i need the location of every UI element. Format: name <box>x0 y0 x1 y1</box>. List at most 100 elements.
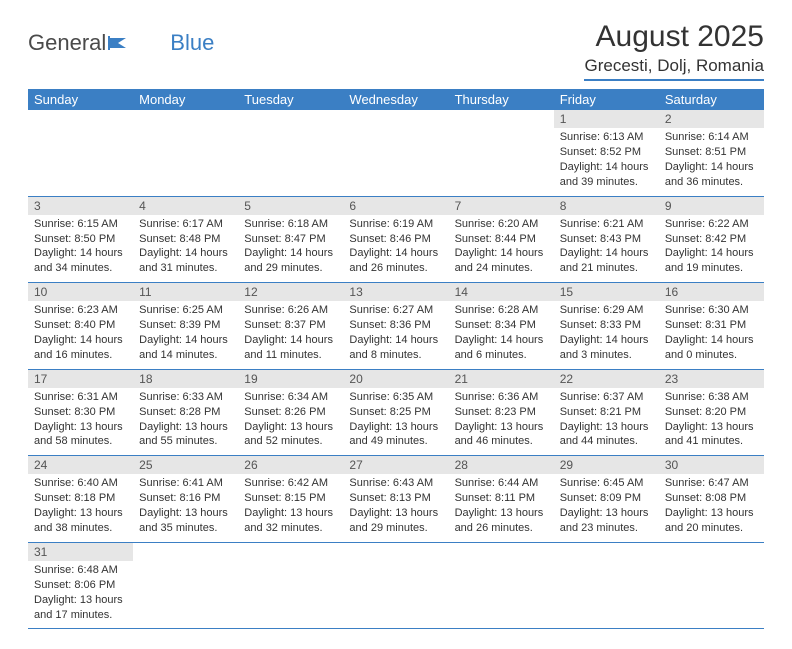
day-number: 9 <box>659 197 764 215</box>
day-number: 28 <box>449 456 554 474</box>
calendar-day-cell <box>238 110 343 196</box>
sunrise-line: Sunrise: 6:30 AM <box>665 303 758 318</box>
day-number: 23 <box>659 370 764 388</box>
daylight-line: Daylight: 13 hours and 20 minutes. <box>665 506 758 536</box>
calendar-day-cell <box>449 110 554 196</box>
logo: General Blue <box>28 20 214 56</box>
daylight-line: Daylight: 13 hours and 44 minutes. <box>560 420 653 450</box>
month-title: August 2025 <box>584 20 764 54</box>
calendar-day-cell: 25Sunrise: 6:41 AMSunset: 8:16 PMDayligh… <box>133 456 238 543</box>
logo-flag-icon <box>108 30 130 56</box>
sunrise-line: Sunrise: 6:34 AM <box>244 390 337 405</box>
calendar-day-cell: 17Sunrise: 6:31 AMSunset: 8:30 PMDayligh… <box>28 369 133 456</box>
sunset-line: Sunset: 8:44 PM <box>455 232 548 247</box>
calendar-day-cell <box>238 542 343 629</box>
calendar-day-cell <box>343 542 448 629</box>
logo-text-blue: Blue <box>170 30 214 56</box>
calendar-body: 1Sunrise: 6:13 AMSunset: 8:52 PMDaylight… <box>28 110 764 629</box>
weekday-header-row: Sunday Monday Tuesday Wednesday Thursday… <box>28 89 764 110</box>
day-number: 22 <box>554 370 659 388</box>
calendar-day-cell: 4Sunrise: 6:17 AMSunset: 8:48 PMDaylight… <box>133 196 238 283</box>
day-details: Sunrise: 6:31 AMSunset: 8:30 PMDaylight:… <box>28 388 133 455</box>
daylight-line: Daylight: 14 hours and 26 minutes. <box>349 246 442 276</box>
day-details: Sunrise: 6:17 AMSunset: 8:48 PMDaylight:… <box>133 215 238 282</box>
daylight-line: Daylight: 14 hours and 19 minutes. <box>665 246 758 276</box>
sunrise-line: Sunrise: 6:35 AM <box>349 390 442 405</box>
header: General Blue August 2025 Grecesti, Dolj,… <box>28 20 764 81</box>
sunrise-line: Sunrise: 6:28 AM <box>455 303 548 318</box>
calendar-day-cell <box>343 110 448 196</box>
day-number: 2 <box>659 110 764 128</box>
calendar-day-cell <box>133 110 238 196</box>
daylight-line: Daylight: 14 hours and 16 minutes. <box>34 333 127 363</box>
day-number: 3 <box>28 197 133 215</box>
day-details: Sunrise: 6:37 AMSunset: 8:21 PMDaylight:… <box>554 388 659 455</box>
sunset-line: Sunset: 8:09 PM <box>560 491 653 506</box>
daylight-line: Daylight: 13 hours and 17 minutes. <box>34 593 127 623</box>
day-details: Sunrise: 6:42 AMSunset: 8:15 PMDaylight:… <box>238 474 343 541</box>
day-number: 4 <box>133 197 238 215</box>
daylight-line: Daylight: 14 hours and 36 minutes. <box>665 160 758 190</box>
calendar-week-row: 10Sunrise: 6:23 AMSunset: 8:40 PMDayligh… <box>28 283 764 370</box>
sunrise-line: Sunrise: 6:38 AM <box>665 390 758 405</box>
sunrise-line: Sunrise: 6:23 AM <box>34 303 127 318</box>
calendar-day-cell: 20Sunrise: 6:35 AMSunset: 8:25 PMDayligh… <box>343 369 448 456</box>
day-details: Sunrise: 6:35 AMSunset: 8:25 PMDaylight:… <box>343 388 448 455</box>
daylight-line: Daylight: 14 hours and 6 minutes. <box>455 333 548 363</box>
calendar-day-cell <box>133 542 238 629</box>
daylight-line: Daylight: 14 hours and 39 minutes. <box>560 160 653 190</box>
calendar-day-cell <box>449 542 554 629</box>
calendar-day-cell: 3Sunrise: 6:15 AMSunset: 8:50 PMDaylight… <box>28 196 133 283</box>
calendar-day-cell: 30Sunrise: 6:47 AMSunset: 8:08 PMDayligh… <box>659 456 764 543</box>
daylight-line: Daylight: 14 hours and 29 minutes. <box>244 246 337 276</box>
sunrise-line: Sunrise: 6:18 AM <box>244 217 337 232</box>
calendar-day-cell: 5Sunrise: 6:18 AMSunset: 8:47 PMDaylight… <box>238 196 343 283</box>
sunrise-line: Sunrise: 6:41 AM <box>139 476 232 491</box>
weekday-header: Sunday <box>28 89 133 110</box>
calendar-day-cell: 14Sunrise: 6:28 AMSunset: 8:34 PMDayligh… <box>449 283 554 370</box>
sunset-line: Sunset: 8:16 PM <box>139 491 232 506</box>
calendar-week-row: 31 Sunrise: 6:48 AMSunset: 8:06 PMDayligh… <box>28 542 764 629</box>
sunset-line: Sunset: 8:30 PM <box>34 405 127 420</box>
day-details: Sunrise: 6:15 AMSunset: 8:50 PMDaylight:… <box>28 215 133 282</box>
sunrise-line: Sunrise: 6:33 AM <box>139 390 232 405</box>
sunrise-line: Sunrise: 6:48 AM <box>34 563 127 578</box>
daylight-line: Daylight: 13 hours and 26 minutes. <box>455 506 548 536</box>
calendar-day-cell: 6Sunrise: 6:19 AMSunset: 8:46 PMDaylight… <box>343 196 448 283</box>
sunrise-line: Sunrise: 6:31 AM <box>34 390 127 405</box>
sunset-line: Sunset: 8:06 PM <box>34 578 127 593</box>
daylight-line: Daylight: 13 hours and 32 minutes. <box>244 506 337 536</box>
sunrise-line: Sunrise: 6:13 AM <box>560 130 653 145</box>
day-number: 13 <box>343 283 448 301</box>
sunrise-line: Sunrise: 6:14 AM <box>665 130 758 145</box>
day-details: Sunrise: 6:26 AMSunset: 8:37 PMDaylight:… <box>238 301 343 368</box>
calendar-day-cell: 29Sunrise: 6:45 AMSunset: 8:09 PMDayligh… <box>554 456 659 543</box>
sunrise-line: Sunrise: 6:37 AM <box>560 390 653 405</box>
calendar-day-cell: 10Sunrise: 6:23 AMSunset: 8:40 PMDayligh… <box>28 283 133 370</box>
day-number: 31 <box>28 543 133 561</box>
day-number: 11 <box>133 283 238 301</box>
day-number: 20 <box>343 370 448 388</box>
day-number: 24 <box>28 456 133 474</box>
daylight-line: Daylight: 13 hours and 58 minutes. <box>34 420 127 450</box>
sunset-line: Sunset: 8:31 PM <box>665 318 758 333</box>
weekday-header: Thursday <box>449 89 554 110</box>
sunset-line: Sunset: 8:25 PM <box>349 405 442 420</box>
daylight-line: Daylight: 14 hours and 24 minutes. <box>455 246 548 276</box>
calendar-day-cell: 31 Sunrise: 6:48 AMSunset: 8:06 PMDayligh… <box>28 542 133 629</box>
calendar-day-cell: 26Sunrise: 6:42 AMSunset: 8:15 PMDayligh… <box>238 456 343 543</box>
day-details: Sunrise: 6:22 AMSunset: 8:42 PMDaylight:… <box>659 215 764 282</box>
day-details: Sunrise: 6:38 AMSunset: 8:20 PMDaylight:… <box>659 388 764 455</box>
calendar-day-cell: 2Sunrise: 6:14 AMSunset: 8:51 PMDaylight… <box>659 110 764 196</box>
title-block: August 2025 Grecesti, Dolj, Romania <box>584 20 764 81</box>
sunrise-line: Sunrise: 6:45 AM <box>560 476 653 491</box>
day-details: Sunrise: 6:18 AMSunset: 8:47 PMDaylight:… <box>238 215 343 282</box>
daylight-line: Daylight: 13 hours and 35 minutes. <box>139 506 232 536</box>
calendar-day-cell: 12Sunrise: 6:26 AMSunset: 8:37 PMDayligh… <box>238 283 343 370</box>
daylight-line: Daylight: 14 hours and 3 minutes. <box>560 333 653 363</box>
sunset-line: Sunset: 8:48 PM <box>139 232 232 247</box>
weekday-header: Wednesday <box>343 89 448 110</box>
weekday-header: Saturday <box>659 89 764 110</box>
day-details: Sunrise: 6:27 AMSunset: 8:36 PMDaylight:… <box>343 301 448 368</box>
sunrise-line: Sunrise: 6:44 AM <box>455 476 548 491</box>
